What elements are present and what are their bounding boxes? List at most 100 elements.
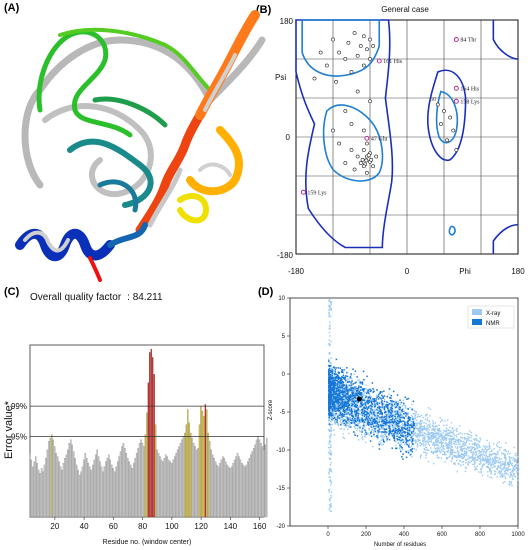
xray-point xyxy=(328,491,330,493)
nmr-point xyxy=(408,432,410,435)
nmr-point xyxy=(330,381,332,384)
xray-point xyxy=(486,446,488,448)
nmr-point xyxy=(328,409,331,411)
xray-point xyxy=(364,416,366,419)
xray-point xyxy=(442,435,444,438)
nmr-point xyxy=(354,382,356,384)
xray-point xyxy=(328,339,331,341)
xray-point xyxy=(465,448,468,450)
xray-point xyxy=(378,419,381,422)
nmr-point xyxy=(406,433,409,436)
rama-point xyxy=(349,122,354,126)
xray-point xyxy=(505,464,507,466)
xray-point xyxy=(504,476,506,478)
rama-point xyxy=(368,57,372,61)
xray-point xyxy=(423,437,425,439)
error-bar xyxy=(97,456,100,518)
xray-point xyxy=(435,443,437,445)
nmr-point xyxy=(383,416,385,419)
xray-point xyxy=(463,453,465,455)
nmr-point xyxy=(339,403,342,406)
xray-point xyxy=(425,413,428,416)
xray-point xyxy=(442,445,445,447)
xray-point xyxy=(393,433,396,436)
nmr-point xyxy=(354,417,356,420)
z-y-tick-label: 10 xyxy=(278,296,285,302)
nmr-point xyxy=(332,399,334,401)
nmr-point xyxy=(355,414,357,416)
nmr-point xyxy=(391,411,394,413)
error-bar xyxy=(160,459,163,518)
nmr-point xyxy=(337,407,340,410)
xray-point xyxy=(470,436,472,439)
nmr-point xyxy=(397,425,400,428)
nmr-point xyxy=(377,426,379,428)
xray-point xyxy=(478,445,481,447)
nmr-point xyxy=(393,419,396,421)
xray-point xyxy=(380,435,382,438)
xray-point xyxy=(343,414,345,417)
xray-point xyxy=(358,379,361,381)
nmr-point xyxy=(379,413,381,415)
xray-point xyxy=(467,439,470,441)
xray-point xyxy=(462,453,465,455)
xray-point xyxy=(396,400,398,403)
xray-point xyxy=(435,444,438,447)
xray-point xyxy=(402,448,404,451)
nmr-point xyxy=(349,426,352,428)
xray-point xyxy=(348,420,351,422)
nmr-point xyxy=(329,383,332,386)
xray-point xyxy=(365,388,368,390)
xray-point xyxy=(385,427,388,429)
xray-point xyxy=(481,466,484,469)
nmr-point xyxy=(390,394,393,397)
xray-point xyxy=(347,394,350,397)
psi-tick-zero: 0 xyxy=(286,133,291,142)
xray-point xyxy=(434,444,436,446)
xray-point xyxy=(514,465,516,467)
xray-point xyxy=(436,425,438,427)
xray-point xyxy=(328,451,330,454)
nmr-point xyxy=(367,406,370,408)
error-bar xyxy=(45,458,47,518)
error-bar xyxy=(149,352,151,518)
xray-point xyxy=(486,449,488,452)
nmr-point xyxy=(376,422,378,424)
xray-point xyxy=(396,424,398,426)
xray-point xyxy=(331,410,333,412)
nmr-point xyxy=(332,397,335,399)
nmr-point xyxy=(334,410,337,412)
nmr-point xyxy=(340,399,343,401)
error-bar xyxy=(228,466,230,518)
xray-point xyxy=(346,418,348,420)
xray-point xyxy=(413,448,416,450)
xray-point xyxy=(498,470,500,472)
nmr-point xyxy=(340,407,342,409)
xray-point xyxy=(342,418,344,420)
xray-point xyxy=(454,434,456,437)
rama-point xyxy=(439,122,443,126)
xray-point xyxy=(430,451,433,453)
nmr-point xyxy=(355,392,357,394)
nmr-point xyxy=(381,406,383,408)
nmr-point xyxy=(334,384,337,386)
nmr-point xyxy=(385,431,388,433)
xray-point xyxy=(482,445,485,447)
nmr-point xyxy=(336,393,339,396)
xray-point xyxy=(330,307,333,310)
error-bar xyxy=(210,449,212,518)
xray-point xyxy=(392,413,394,416)
xray-point xyxy=(349,406,352,409)
xray-point xyxy=(433,442,436,444)
nmr-point xyxy=(357,409,360,411)
nmr-point xyxy=(404,431,407,434)
xray-point xyxy=(401,423,404,425)
nmr-point xyxy=(388,420,391,423)
xray-point xyxy=(330,340,332,343)
nmr-point xyxy=(413,427,415,430)
nmr-point xyxy=(346,371,348,374)
xray-point xyxy=(395,418,397,420)
nmr-point xyxy=(379,408,382,411)
nmr-point xyxy=(363,421,365,423)
nmr-point xyxy=(381,431,383,433)
